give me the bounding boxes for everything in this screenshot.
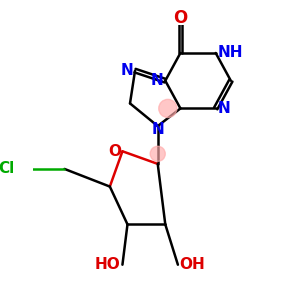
Text: N: N <box>121 63 134 78</box>
Text: O: O <box>173 9 188 27</box>
Circle shape <box>150 146 165 161</box>
Text: Cl: Cl <box>0 161 14 176</box>
Text: O: O <box>108 144 121 159</box>
Text: NH: NH <box>218 46 243 61</box>
Text: N: N <box>152 122 164 137</box>
Text: N: N <box>217 101 230 116</box>
Circle shape <box>159 99 177 118</box>
Text: OH: OH <box>179 257 205 272</box>
Text: HO: HO <box>95 257 121 272</box>
Text: N: N <box>151 73 164 88</box>
